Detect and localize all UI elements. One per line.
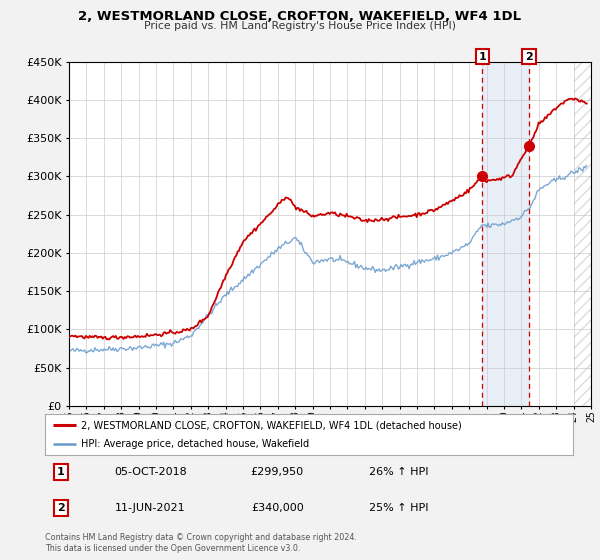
Text: £340,000: £340,000 bbox=[251, 503, 304, 513]
Text: HPI: Average price, detached house, Wakefield: HPI: Average price, detached house, Wake… bbox=[81, 439, 309, 449]
Text: 2, WESTMORLAND CLOSE, CROFTON, WAKEFIELD, WF4 1DL: 2, WESTMORLAND CLOSE, CROFTON, WAKEFIELD… bbox=[79, 10, 521, 23]
Text: 11-JUN-2021: 11-JUN-2021 bbox=[115, 503, 186, 513]
Bar bbox=[482, 62, 529, 406]
Text: Price paid vs. HM Land Registry's House Price Index (HPI): Price paid vs. HM Land Registry's House … bbox=[144, 21, 456, 31]
Text: 2: 2 bbox=[525, 52, 533, 62]
Bar bbox=[574, 62, 591, 406]
Text: 1: 1 bbox=[57, 467, 65, 477]
Text: 26% ↑ HPI: 26% ↑ HPI bbox=[369, 467, 428, 477]
Text: 05-OCT-2018: 05-OCT-2018 bbox=[114, 467, 187, 477]
Text: £299,950: £299,950 bbox=[251, 467, 304, 477]
Text: 25% ↑ HPI: 25% ↑ HPI bbox=[369, 503, 428, 513]
Text: 2: 2 bbox=[57, 503, 65, 513]
Bar bbox=[574, 62, 591, 406]
Text: Contains HM Land Registry data © Crown copyright and database right 2024.
This d: Contains HM Land Registry data © Crown c… bbox=[45, 533, 357, 553]
Text: 2, WESTMORLAND CLOSE, CROFTON, WAKEFIELD, WF4 1DL (detached house): 2, WESTMORLAND CLOSE, CROFTON, WAKEFIELD… bbox=[81, 421, 461, 430]
Text: 1: 1 bbox=[478, 52, 486, 62]
